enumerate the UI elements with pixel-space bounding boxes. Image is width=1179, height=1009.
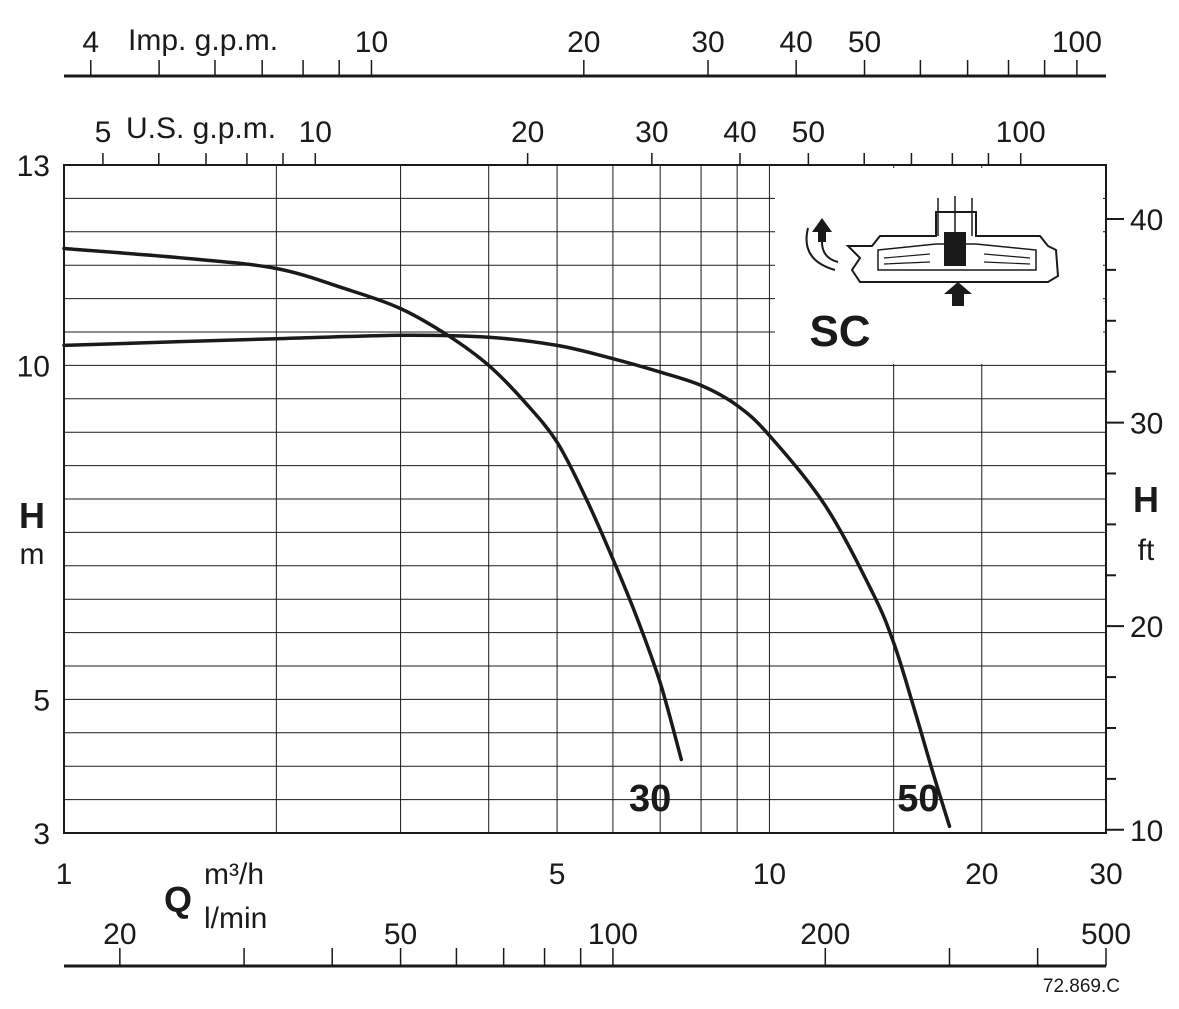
h-ft-tick-label: 20 bbox=[1130, 611, 1163, 644]
grid bbox=[64, 165, 1106, 833]
us-tick-label: 100 bbox=[996, 116, 1046, 149]
h-m-symbol: H bbox=[19, 495, 45, 536]
lmin-tick-label: 20 bbox=[103, 918, 136, 951]
us-tick-label: 30 bbox=[635, 116, 668, 149]
h-ft-tick-label: 10 bbox=[1130, 815, 1163, 848]
curve-label-50: 50 bbox=[897, 778, 939, 820]
h-m-unit: m bbox=[20, 538, 45, 571]
q-m3h-tick-label: 10 bbox=[753, 858, 786, 891]
imp-tick-label: 20 bbox=[567, 26, 600, 59]
lmin-tick-label: 500 bbox=[1081, 918, 1131, 951]
q-m3h-tick-label: 30 bbox=[1089, 858, 1122, 891]
q-symbol: Q bbox=[164, 879, 192, 920]
plot-frame bbox=[63, 164, 1107, 834]
h-ft-tick-label: 40 bbox=[1130, 204, 1163, 237]
q-m3h-tick-label: 20 bbox=[965, 858, 998, 891]
imp-tick-label: 4 bbox=[82, 26, 99, 59]
discharge-pipe bbox=[805, 227, 836, 271]
discharge-pipe-inner bbox=[821, 241, 839, 263]
q-m3h-tick-label: 5 bbox=[549, 858, 566, 891]
pump-cross-section-icon: SC bbox=[775, 168, 1103, 364]
imp-tick-label: 30 bbox=[691, 26, 724, 59]
axis-ticks bbox=[64, 60, 1124, 968]
imp-tick-label: 100 bbox=[1052, 26, 1102, 59]
curves bbox=[62, 246, 952, 829]
outlet-arrow-icon bbox=[812, 218, 832, 242]
pump-shaft bbox=[944, 232, 966, 266]
curve-50 bbox=[62, 333, 952, 829]
h-m-tick-label: 5 bbox=[33, 684, 50, 717]
us-gpm-label: U.S. g.p.m. bbox=[126, 112, 276, 145]
us-tick-label: 20 bbox=[511, 116, 544, 149]
us-tick-label: 50 bbox=[792, 116, 825, 149]
h-ft-symbol: H bbox=[1133, 479, 1159, 520]
us-tick-label: 5 bbox=[95, 116, 112, 149]
chart-title: SC bbox=[809, 307, 870, 356]
h-m-tick-label: 10 bbox=[17, 350, 50, 383]
imp-tick-label: 50 bbox=[848, 26, 881, 59]
h-m-tick-label: 3 bbox=[33, 818, 50, 851]
imp-tick-label: 40 bbox=[779, 26, 812, 59]
lmin-tick-label: 200 bbox=[800, 918, 850, 951]
curve-30 bbox=[62, 246, 684, 762]
inlet-arrow-icon bbox=[944, 282, 972, 306]
curve-label-30: 30 bbox=[629, 778, 671, 820]
imp-tick-label: 10 bbox=[355, 26, 388, 59]
q-lmin-unit: l/min bbox=[204, 902, 267, 935]
us-tick-label: 10 bbox=[299, 116, 332, 149]
lmin-tick-label: 50 bbox=[384, 918, 417, 951]
chart-code: 72.869.C bbox=[1043, 976, 1120, 997]
pump-casing bbox=[845, 211, 1060, 283]
h-m-tick-label: 13 bbox=[17, 150, 50, 183]
us-tick-label: 40 bbox=[723, 116, 756, 149]
imp-gpm-label: Imp. g.p.m. bbox=[128, 24, 278, 57]
h-ft-unit: ft bbox=[1138, 534, 1155, 567]
q-m3h-unit: m³/h bbox=[204, 858, 264, 891]
h-ft-tick-label: 30 bbox=[1130, 408, 1163, 441]
lmin-tick-label: 100 bbox=[588, 918, 638, 951]
impeller bbox=[877, 243, 1037, 271]
q-m3h-tick-label: 1 bbox=[56, 858, 73, 891]
axis-labels: 30 50 3 5 10 13 10 20 30 40 1 5 10 20 30 20 50 100 200 500 4… bbox=[17, 26, 1164, 951]
